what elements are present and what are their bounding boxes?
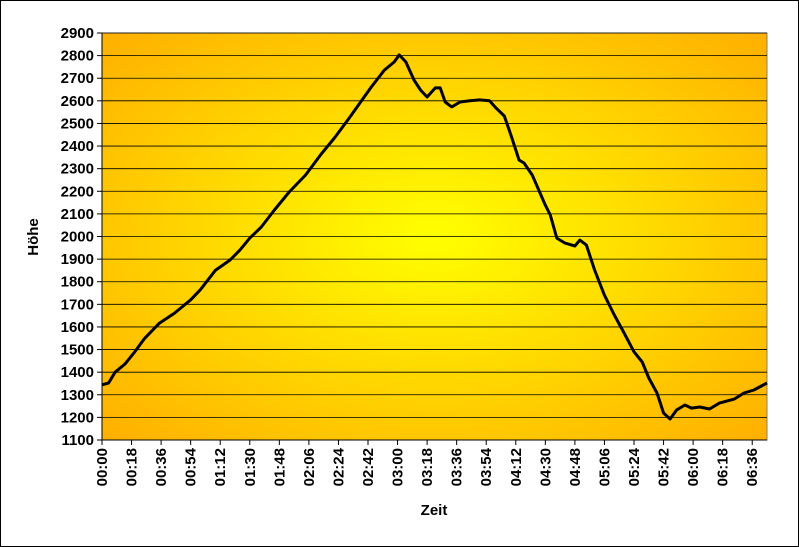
line [101, 53, 768, 421]
x-tick-label: 03:36 [449, 448, 466, 486]
y-tick-label: 1100 [61, 432, 94, 449]
y-tick-label: 2400 [61, 138, 94, 155]
x-tick-label: 03:54 [478, 447, 495, 486]
y-tick-label: 2300 [61, 161, 94, 178]
x-tick-label: 01:48 [271, 448, 288, 486]
x-tick-label: 03:18 [419, 448, 436, 486]
x-tick-label: 04:30 [537, 448, 554, 486]
y-axis-label: Höhe [25, 218, 42, 256]
x-tick-label: 05:06 [596, 448, 613, 486]
x-tick-label: 06:00 [685, 448, 702, 486]
y-tick-label: 1700 [61, 296, 94, 313]
x-tick-label: 02:42 [360, 448, 377, 486]
y-tick-label: 2200 [61, 183, 94, 200]
x-tick-label: 06:18 [715, 448, 732, 486]
y-tick-label: 2900 [61, 25, 94, 42]
x-tick-label: 06:36 [744, 448, 761, 486]
x-tick-label: 00:54 [183, 447, 200, 486]
y-tick-label: 2000 [61, 229, 94, 246]
y-tick-label: 1900 [61, 251, 94, 268]
y-tick-label: 1600 [61, 319, 94, 336]
x-tick-label: 01:30 [242, 448, 259, 486]
y-tick-label: 2100 [61, 206, 94, 223]
y-tick-label: 1200 [61, 409, 94, 426]
x-tick-label: 05:42 [656, 448, 673, 486]
x-axis-label: Zeit [421, 502, 448, 519]
y-tick-label: 2800 [61, 48, 94, 65]
x-tick-label: 00:18 [124, 448, 141, 486]
x-tick-label: 02:06 [301, 448, 318, 486]
y-tick-label: 1300 [61, 387, 94, 404]
y-tick-label: 1400 [61, 364, 94, 381]
x-tick-label: 04:48 [567, 448, 584, 486]
y-tick-label: 2600 [61, 93, 94, 110]
x-tick-label: 01:12 [212, 448, 229, 486]
x-tick-label: 04:12 [508, 448, 525, 486]
y-tick-label: 2500 [61, 115, 94, 132]
y-tick-label: 1800 [61, 274, 94, 291]
y-tick-label: 2700 [61, 70, 94, 87]
x-tick-label: 05:24 [626, 447, 643, 486]
x-tick-label: 00:00 [94, 448, 111, 486]
y-tick-label: 1500 [61, 342, 94, 359]
x-tick-label: 03:00 [390, 448, 407, 486]
x-tick-label: 00:36 [153, 448, 170, 486]
x-tick-label: 02:24 [330, 447, 347, 486]
